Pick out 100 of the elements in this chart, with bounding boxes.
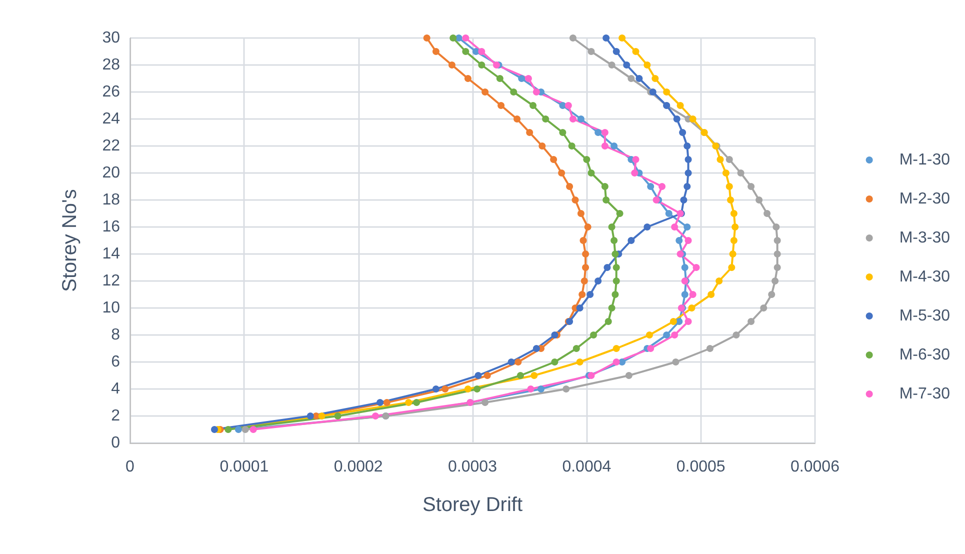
point — [688, 304, 696, 312]
x-tick-label: 0 — [126, 458, 135, 476]
point — [372, 412, 379, 420]
point — [580, 278, 588, 284]
point — [224, 426, 232, 433]
point — [550, 156, 558, 163]
point — [450, 34, 457, 42]
point — [716, 156, 724, 163]
point — [588, 170, 595, 176]
y-tick-label: 26 — [102, 84, 120, 100]
y-tick-label: 22 — [102, 138, 120, 154]
point — [647, 345, 654, 352]
point — [569, 116, 576, 122]
point — [644, 62, 651, 68]
point — [538, 386, 544, 392]
point — [727, 196, 734, 204]
point — [676, 102, 684, 109]
point — [516, 372, 524, 379]
point — [559, 129, 566, 136]
point — [413, 399, 420, 406]
point — [478, 62, 486, 68]
point — [602, 34, 610, 42]
point — [498, 102, 505, 109]
point — [530, 372, 538, 379]
y-tick-label: 8 — [111, 326, 120, 344]
point — [684, 170, 692, 176]
point — [564, 102, 572, 109]
point — [663, 88, 670, 96]
point — [708, 291, 715, 298]
point — [562, 386, 570, 392]
point — [636, 75, 643, 82]
point — [582, 250, 590, 258]
point — [423, 34, 430, 42]
point — [632, 48, 640, 55]
point — [530, 102, 537, 109]
legend-label: M-7-30 — [899, 386, 950, 402]
point — [625, 372, 632, 379]
point — [576, 358, 584, 366]
point — [542, 116, 550, 122]
y-tick-label: 4 — [111, 380, 120, 398]
point — [729, 250, 736, 258]
point — [572, 345, 580, 352]
point — [514, 116, 521, 122]
point — [601, 183, 608, 190]
point — [706, 345, 714, 352]
legend-label: M-6-30 — [899, 346, 950, 364]
point — [462, 34, 470, 42]
point — [676, 250, 684, 258]
point — [658, 183, 666, 190]
point — [665, 210, 672, 217]
point — [559, 102, 566, 109]
point — [764, 210, 771, 217]
point — [689, 291, 696, 298]
point — [510, 88, 518, 96]
x-tick-label: 0.0006 — [790, 458, 840, 476]
legend-label: M-2-30 — [899, 190, 950, 208]
x-tick-label: 0.0004 — [562, 458, 612, 476]
point — [583, 156, 590, 163]
point — [728, 264, 736, 271]
point — [673, 116, 680, 122]
point — [726, 183, 733, 190]
point — [680, 196, 688, 204]
point — [612, 358, 620, 366]
point — [250, 426, 257, 433]
point — [760, 304, 768, 312]
legend-label: M-5-30 — [899, 308, 950, 324]
y-axis-title: Storey No's — [59, 189, 81, 292]
point — [474, 372, 482, 379]
point — [492, 62, 500, 68]
point — [432, 386, 440, 392]
x-tick-label: 0.0005 — [676, 458, 726, 476]
point — [526, 129, 534, 136]
point — [582, 264, 590, 271]
point — [722, 170, 730, 176]
point — [772, 224, 780, 230]
point — [464, 75, 472, 82]
point — [608, 304, 616, 312]
y-tick-label: 6 — [111, 354, 120, 370]
point — [679, 129, 686, 136]
point — [594, 278, 602, 284]
point — [455, 34, 462, 42]
x-tick-label: 0.0001 — [220, 458, 269, 476]
point — [612, 278, 620, 284]
point — [210, 426, 218, 433]
point — [551, 358, 558, 366]
point — [234, 426, 242, 433]
point — [602, 196, 610, 204]
point — [318, 412, 326, 420]
point — [737, 170, 744, 176]
point — [588, 372, 595, 379]
point — [618, 358, 626, 366]
point — [628, 75, 635, 82]
point — [684, 318, 692, 325]
point — [464, 386, 472, 392]
point — [478, 48, 486, 55]
point — [684, 142, 691, 150]
y-tick-label: 18 — [102, 192, 120, 208]
point — [732, 224, 739, 230]
y-tick-label: 10 — [102, 300, 120, 316]
point — [676, 237, 683, 244]
